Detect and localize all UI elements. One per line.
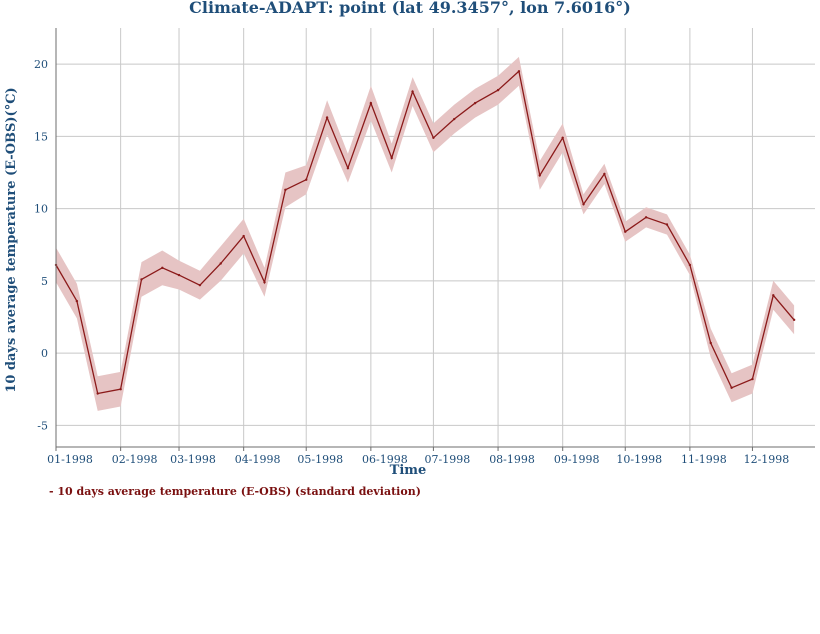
data-point	[730, 386, 733, 389]
x-tick-label: 11-1998	[681, 453, 727, 466]
data-point	[517, 70, 521, 73]
data-point	[453, 117, 456, 121]
y-tick-label: 10	[34, 203, 48, 216]
y-tick-label: 15	[34, 130, 48, 143]
data-point	[325, 116, 329, 119]
x-tick-label: 05-1998	[297, 453, 343, 466]
x-tick-label: 03-1998	[170, 453, 216, 466]
x-tick-label: 04-1998	[235, 453, 281, 466]
data-point	[644, 216, 648, 219]
axis-layer	[55, 28, 815, 451]
chart-title: Climate-ADAPT: point (lat 49.3457°, lon …	[189, 0, 631, 17]
data-point	[75, 299, 79, 303]
std-dev-band	[56, 56, 795, 411]
data-point	[432, 136, 435, 140]
data-point	[665, 223, 669, 226]
data-point	[709, 341, 712, 345]
y-tick-label: 0	[41, 347, 48, 360]
grid-layer	[55, 28, 815, 447]
x-tick-label: 07-1998	[425, 453, 471, 466]
data-point	[411, 90, 414, 93]
y-tick-label: -5	[37, 419, 48, 432]
data-point	[198, 283, 202, 287]
data-point	[369, 101, 373, 105]
x-tick-labels: 01-1998 02-1998 03-1998 04-1998 05-1998 06-19…	[47, 453, 789, 466]
data-point	[772, 294, 775, 297]
data-point	[177, 273, 181, 277]
y-tick-labels: -5 0 5 10 15 20	[34, 58, 48, 432]
x-axis-title: Time	[390, 463, 427, 478]
data-point	[305, 178, 308, 181]
data-point	[119, 388, 122, 391]
data-point	[688, 263, 692, 267]
data-point	[219, 262, 222, 265]
legend-entry: - 10 days average temperature (E-OBS) (s…	[49, 485, 421, 498]
data-point	[496, 88, 500, 92]
data-point	[161, 266, 164, 270]
data-point	[538, 174, 541, 177]
x-tick-label: 08-1998	[489, 453, 535, 466]
x-tick-label: 01-1998	[47, 453, 93, 466]
x-tick-label: 10-1998	[616, 453, 662, 466]
line-layer	[54, 70, 796, 395]
data-point	[624, 230, 627, 233]
data-point	[346, 166, 350, 170]
data-point	[603, 172, 606, 176]
data-point	[582, 203, 585, 206]
y-tick-label: 5	[41, 275, 48, 288]
data-point	[140, 278, 143, 281]
data-point	[96, 392, 99, 395]
data-point	[242, 234, 245, 238]
data-point	[390, 156, 393, 160]
data-point	[751, 377, 754, 381]
x-tick-label: 09-1998	[554, 453, 600, 466]
data-point	[263, 281, 266, 284]
data-point	[792, 318, 796, 322]
band-layer	[56, 56, 795, 411]
x-tick-label: 12-1998	[744, 453, 790, 466]
x-tick-label: 02-1998	[112, 453, 158, 466]
y-tick-label: 20	[34, 58, 48, 71]
x-tick-label: 06-1998	[362, 453, 408, 466]
series-line	[55, 70, 795, 395]
data-point	[561, 136, 564, 140]
data-point	[284, 188, 287, 192]
data-point	[473, 101, 477, 105]
y-axis-title: 10 days average temperature (E-OBS)(°C)	[4, 87, 19, 392]
